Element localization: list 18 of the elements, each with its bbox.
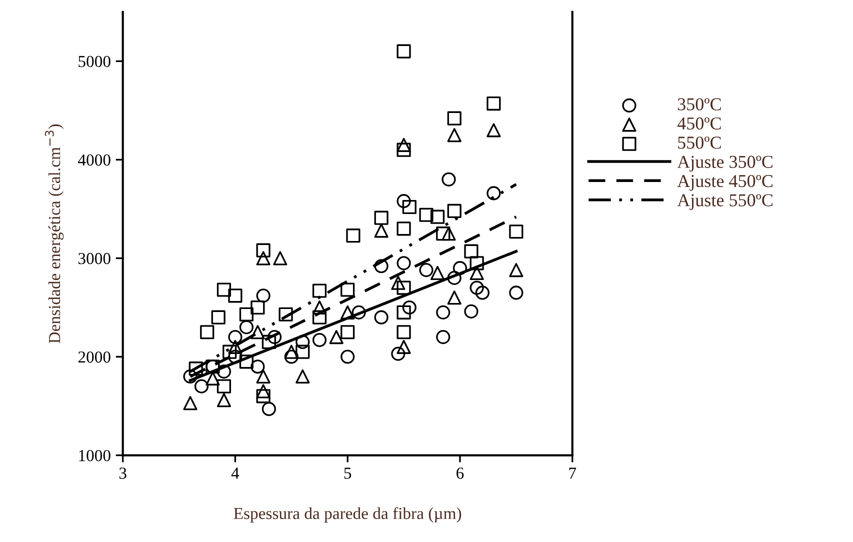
x-tick-label: 3 [119, 468, 126, 479]
legend-label: Ajuste 550ºC [677, 194, 772, 210]
y-tick-label: 5000 [78, 56, 110, 68]
x-tick-label: 5 [344, 468, 352, 479]
legend-label: 450ºC [677, 117, 721, 130]
x-tick-label: 6 [456, 468, 464, 479]
legend-label: Ajuste 450ºC [677, 174, 772, 191]
y-axis-title: Densidade energética (cal.cm$^{−3}$) [44, 124, 64, 344]
x-tick-label: 4 [231, 468, 240, 479]
legend-label: 550ºC [678, 136, 721, 149]
legend-label: Ajuste 350ºC [677, 156, 772, 172]
y-tick-label: 1000 [79, 450, 110, 462]
y-tick-label: 4000 [78, 154, 110, 166]
y-tick-label: 3000 [78, 252, 110, 264]
y-tick-label: 2000 [78, 351, 110, 363]
x-tick-label: 7 [569, 468, 576, 479]
legend-label: 350ºC [678, 98, 721, 110]
x-axis-title: Espessura da parede da fibra (µm) [234, 507, 462, 522]
